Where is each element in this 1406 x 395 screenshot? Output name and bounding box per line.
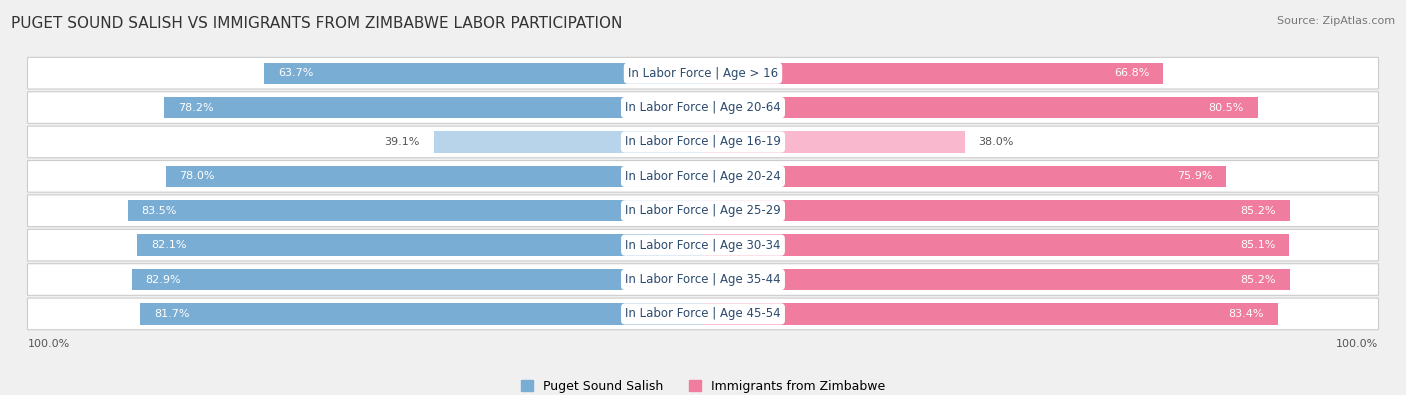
Text: In Labor Force | Age 30-34: In Labor Force | Age 30-34 xyxy=(626,239,780,252)
Bar xyxy=(128,200,703,222)
Text: 82.1%: 82.1% xyxy=(152,240,187,250)
Text: 82.9%: 82.9% xyxy=(146,275,181,284)
Text: 85.1%: 85.1% xyxy=(1240,240,1275,250)
Text: 85.2%: 85.2% xyxy=(1240,206,1277,216)
Bar xyxy=(703,200,1289,222)
Text: In Labor Force | Age > 16: In Labor Force | Age > 16 xyxy=(628,67,778,80)
Text: 38.0%: 38.0% xyxy=(979,137,1014,147)
Text: Source: ZipAtlas.com: Source: ZipAtlas.com xyxy=(1277,16,1395,26)
FancyBboxPatch shape xyxy=(28,195,1378,227)
Text: 81.7%: 81.7% xyxy=(153,309,190,319)
Bar xyxy=(141,303,703,325)
Bar xyxy=(703,269,1289,290)
Text: In Labor Force | Age 20-24: In Labor Force | Age 20-24 xyxy=(626,170,780,183)
Bar xyxy=(433,131,703,152)
FancyBboxPatch shape xyxy=(28,229,1378,261)
Text: PUGET SOUND SALISH VS IMMIGRANTS FROM ZIMBABWE LABOR PARTICIPATION: PUGET SOUND SALISH VS IMMIGRANTS FROM ZI… xyxy=(11,16,623,31)
Bar xyxy=(138,235,703,256)
Text: 75.9%: 75.9% xyxy=(1177,171,1212,181)
FancyBboxPatch shape xyxy=(28,160,1378,192)
Text: In Labor Force | Age 45-54: In Labor Force | Age 45-54 xyxy=(626,307,780,320)
Text: 39.1%: 39.1% xyxy=(384,137,420,147)
Text: 78.2%: 78.2% xyxy=(179,103,214,113)
Text: 63.7%: 63.7% xyxy=(278,68,314,78)
Bar xyxy=(703,62,1163,84)
FancyBboxPatch shape xyxy=(28,126,1378,158)
Legend: Puget Sound Salish, Immigrants from Zimbabwe: Puget Sound Salish, Immigrants from Zimb… xyxy=(516,375,890,395)
Bar xyxy=(264,62,703,84)
FancyBboxPatch shape xyxy=(28,92,1378,123)
Text: 100.0%: 100.0% xyxy=(28,339,70,349)
Bar xyxy=(703,97,1257,118)
Text: 83.5%: 83.5% xyxy=(142,206,177,216)
Bar xyxy=(166,166,703,187)
Bar xyxy=(165,97,703,118)
Bar xyxy=(703,303,1278,325)
FancyBboxPatch shape xyxy=(28,264,1378,295)
Text: 78.0%: 78.0% xyxy=(180,171,215,181)
Text: In Labor Force | Age 16-19: In Labor Force | Age 16-19 xyxy=(626,135,780,149)
Text: In Labor Force | Age 35-44: In Labor Force | Age 35-44 xyxy=(626,273,780,286)
Text: 83.4%: 83.4% xyxy=(1229,309,1264,319)
Bar xyxy=(703,166,1226,187)
Bar xyxy=(132,269,703,290)
Bar xyxy=(703,131,965,152)
Text: 80.5%: 80.5% xyxy=(1208,103,1244,113)
FancyBboxPatch shape xyxy=(28,57,1378,89)
Text: 85.2%: 85.2% xyxy=(1240,275,1277,284)
Text: 66.8%: 66.8% xyxy=(1114,68,1150,78)
Text: 100.0%: 100.0% xyxy=(1336,339,1378,349)
FancyBboxPatch shape xyxy=(28,298,1378,330)
Text: In Labor Force | Age 25-29: In Labor Force | Age 25-29 xyxy=(626,204,780,217)
Bar xyxy=(703,235,1289,256)
Text: In Labor Force | Age 20-64: In Labor Force | Age 20-64 xyxy=(626,101,780,114)
